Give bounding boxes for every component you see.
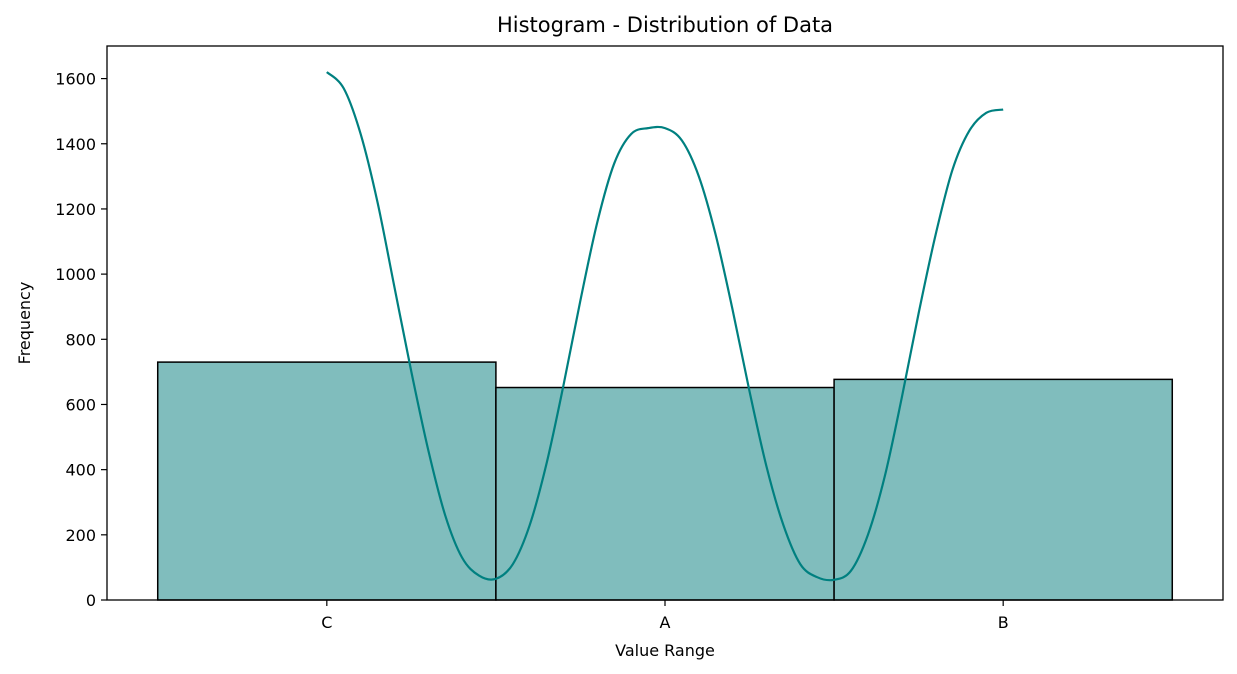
y-axis-label: Frequency bbox=[15, 282, 34, 365]
y-tick-label: 200 bbox=[65, 526, 96, 545]
y-tick-label: 800 bbox=[65, 330, 96, 349]
x-axis-label: Value Range bbox=[615, 641, 715, 660]
plot-frame bbox=[106, 45, 1224, 601]
bar-C bbox=[156, 361, 497, 601]
bars-group bbox=[156, 361, 1174, 601]
bar-A bbox=[495, 386, 835, 601]
y-tick-label: 1400 bbox=[55, 135, 96, 154]
x-tick-label-B: B bbox=[998, 613, 1009, 632]
y-tick-label: 0 bbox=[86, 591, 96, 610]
y-tick-label: 400 bbox=[65, 461, 96, 480]
y-tick-label: 1200 bbox=[55, 200, 96, 219]
x-tick-label-C: C bbox=[321, 613, 332, 632]
y-axis-ticks: 0 200 400 600 800 1000 1200 1400 1600 bbox=[55, 70, 107, 610]
kde-line bbox=[326, 71, 1004, 582]
kde-group bbox=[326, 71, 1004, 582]
x-tick-label-A: A bbox=[660, 613, 671, 632]
bar-B bbox=[833, 378, 1174, 601]
chart-title: Histogram - Distribution of Data bbox=[497, 13, 833, 37]
y-tick-label: 600 bbox=[65, 395, 96, 414]
y-tick-label: 1000 bbox=[55, 265, 96, 284]
y-tick-label: 1600 bbox=[55, 70, 96, 89]
